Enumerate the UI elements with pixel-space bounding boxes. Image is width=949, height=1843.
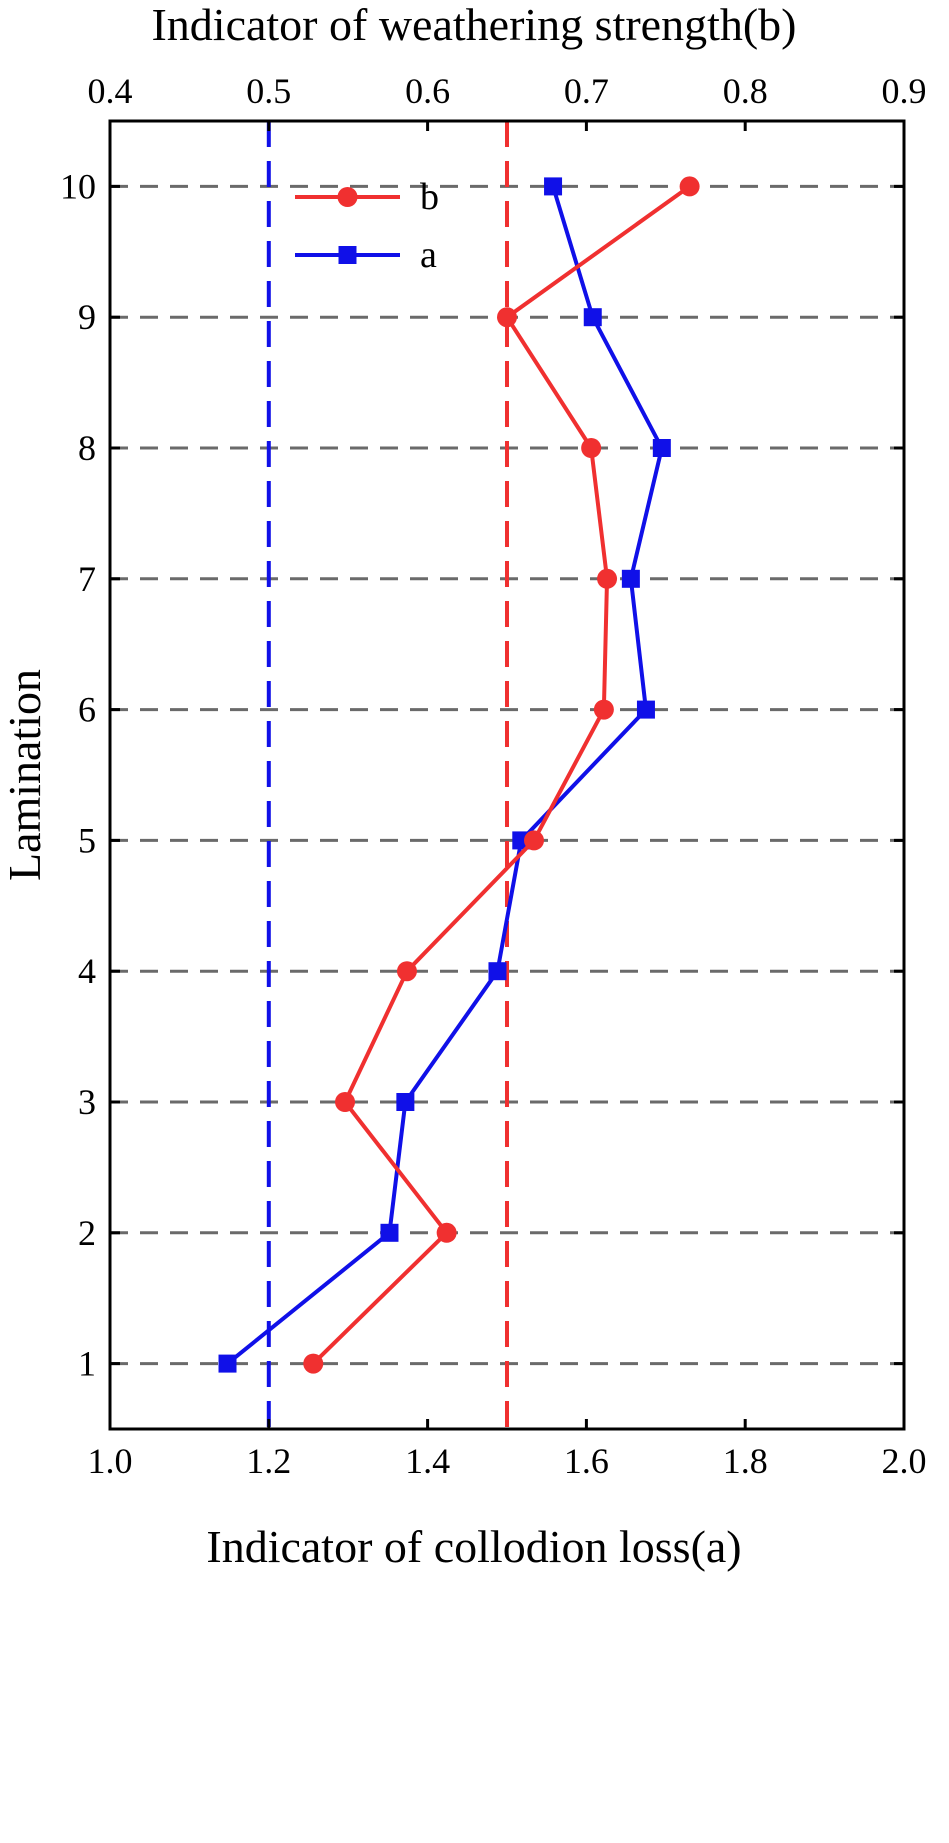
point-a-2 <box>380 1223 399 1242</box>
tick-label-top: 0.7 <box>564 71 609 111</box>
tick-label-y: 3 <box>78 1082 96 1122</box>
point-b-3 <box>335 1092 356 1112</box>
point-b-1 <box>303 1353 324 1374</box>
point-a-9 <box>583 308 602 327</box>
point-a-10 <box>544 177 563 196</box>
tick-label-y: 2 <box>78 1213 96 1253</box>
point-a-7 <box>621 569 640 588</box>
series-line-b <box>311 184 691 1366</box>
tick-label-y: 8 <box>78 428 96 468</box>
tick-label-y: 9 <box>78 297 96 337</box>
point-b-7 <box>597 568 618 589</box>
top-axis-title: Indicator of weathering strength(b) <box>151 0 796 50</box>
tick-label-bottom: 1.2 <box>246 1441 291 1481</box>
ticks: 1.0 1.2 1.4 1.6 1.8 2.0 0.4 0.5 0.6 0.7 0.8 0.9 1 2 3 4… <box>60 71 927 1481</box>
tick-label-top: 0.4 <box>88 71 133 111</box>
tick-label-y: 6 <box>78 690 96 730</box>
point-a-4 <box>488 962 507 981</box>
point-b-4 <box>396 961 417 982</box>
point-b-10 <box>679 176 700 197</box>
tick-label-bottom: 1.4 <box>405 1441 450 1481</box>
tick-label-top: 0.9 <box>882 71 927 111</box>
tick-label-y: 7 <box>78 559 96 599</box>
tick-label-bottom: 1.8 <box>723 1441 768 1481</box>
series-a <box>218 177 671 1373</box>
tick-label-y: 4 <box>78 951 96 991</box>
point-a-8 <box>652 439 671 457</box>
legend-marker-a <box>338 246 357 264</box>
point-b-9 <box>497 307 517 328</box>
tick-label-bottom: 2.0 <box>882 1441 927 1481</box>
point-b-5 <box>523 830 544 851</box>
point-b-2 <box>436 1222 457 1243</box>
point-b-8 <box>581 438 602 458</box>
point-a-6 <box>636 700 655 719</box>
legend-marker-b <box>337 187 358 207</box>
legend-label-a: a <box>420 234 437 276</box>
tick-label-bottom: 1.0 <box>88 1441 133 1481</box>
bottom-axis-title: Indicator of collodion loss(a) <box>206 1521 741 1572</box>
legend-label-b: b <box>420 176 439 218</box>
tick-label-y: 1 <box>78 1344 96 1384</box>
tick-label-y: 10 <box>60 166 96 206</box>
tick-label-bottom: 1.6 <box>564 1441 609 1481</box>
tick-label-y: 5 <box>78 820 96 860</box>
reference-lines <box>266 121 509 1429</box>
tick-label-top: 0.5 <box>246 71 291 111</box>
y-axis-title: Lamination <box>0 669 50 881</box>
series-b <box>303 176 700 1374</box>
series-layer <box>218 176 700 1374</box>
tick-label-top: 0.6 <box>405 71 450 111</box>
series-line-a <box>226 185 664 1366</box>
point-a-1 <box>218 1354 237 1373</box>
legend: ba <box>295 176 439 276</box>
plot-frame <box>108 119 906 1431</box>
point-b-6 <box>593 699 614 720</box>
point-a-3 <box>396 1093 415 1111</box>
tick-label-top: 0.8 <box>723 71 768 111</box>
